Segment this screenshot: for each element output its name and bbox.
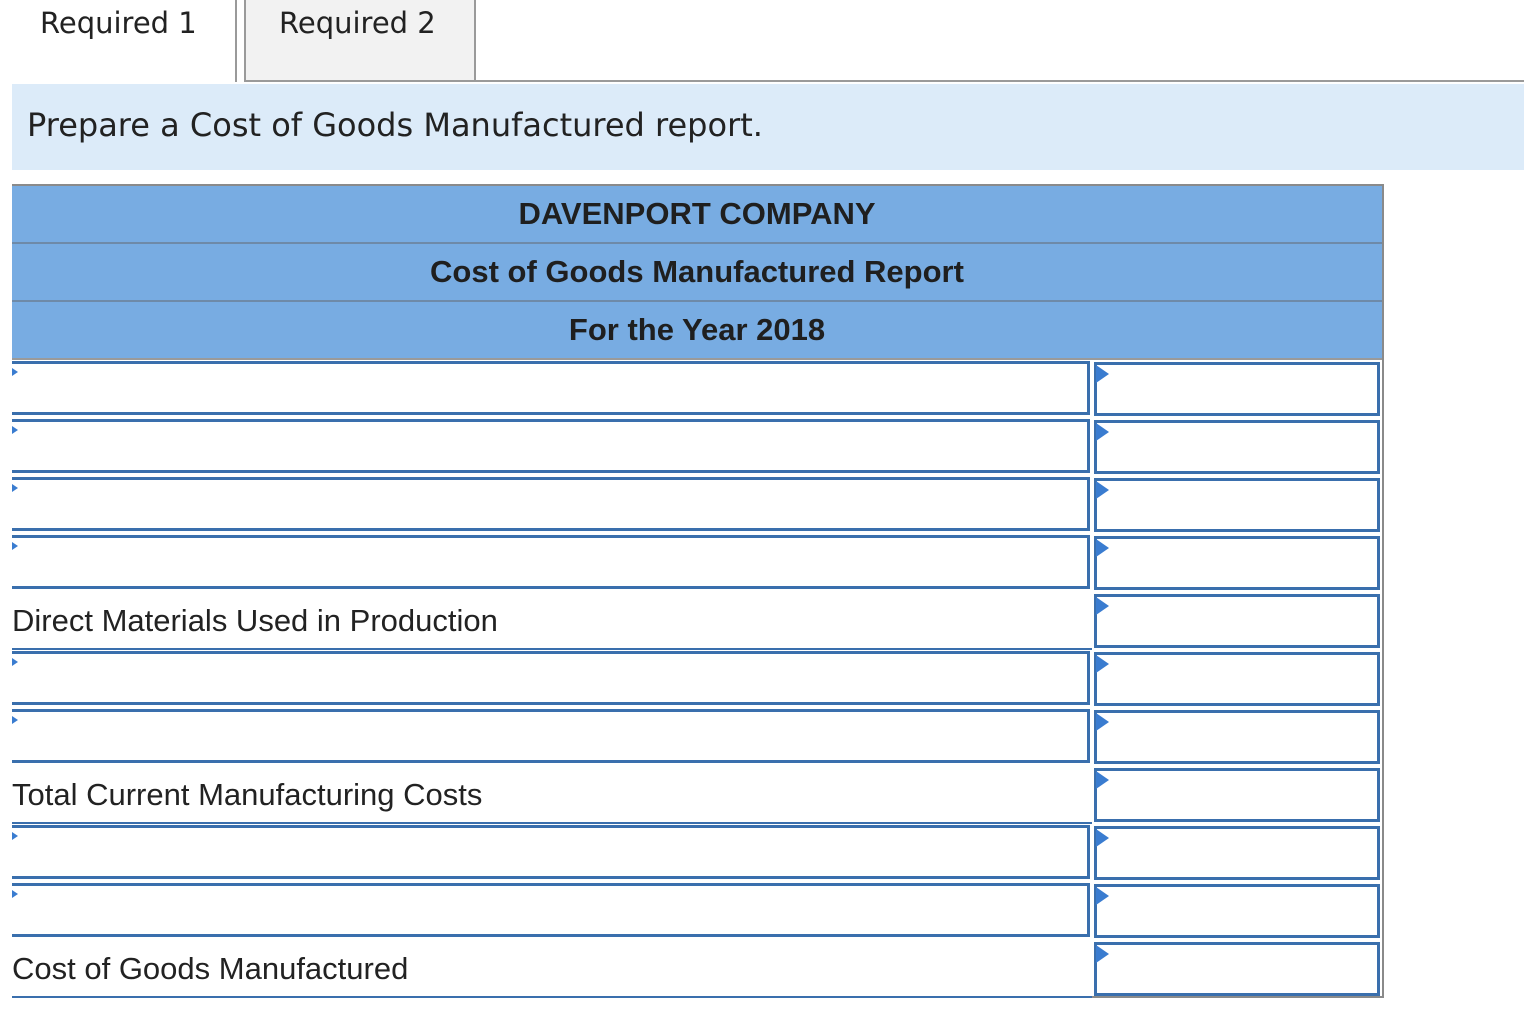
dropdown-marker-icon [12, 484, 18, 492]
report-company-name: DAVENPORT COMPANY [12, 186, 1382, 244]
tab-required-1[interactable]: Required 1 [0, 0, 237, 82]
dropdown-marker-icon [12, 368, 18, 376]
row-label: Direct Materials Used in Production [12, 592, 1092, 650]
report-row: Cost of Goods Manufactured [12, 940, 1382, 998]
cell-marker-icon [1096, 771, 1109, 789]
report-row [12, 824, 1382, 882]
report-row [12, 418, 1382, 476]
amount-input[interactable] [1094, 826, 1380, 880]
amount-input[interactable] [1094, 478, 1380, 532]
report-row [12, 650, 1382, 708]
amount-input[interactable] [1094, 942, 1380, 996]
row-label: Cost of Goods Manufactured [12, 940, 1092, 998]
cell-marker-icon [1096, 423, 1109, 441]
amount-input[interactable] [1094, 420, 1380, 474]
account-dropdown[interactable] [12, 361, 1090, 415]
account-dropdown[interactable] [12, 535, 1090, 589]
report-period: For the Year 2018 [12, 302, 1382, 360]
cell-marker-icon [1096, 539, 1109, 557]
report-row [12, 476, 1382, 534]
dropdown-marker-icon [12, 426, 18, 434]
report-row [12, 360, 1382, 418]
account-dropdown[interactable] [12, 883, 1090, 937]
cell-marker-icon [1096, 713, 1109, 731]
report-title: Cost of Goods Manufactured Report [12, 244, 1382, 302]
amount-input[interactable] [1094, 362, 1380, 416]
dropdown-marker-icon [12, 890, 18, 898]
report-row [12, 882, 1382, 940]
instruction-text: Prepare a Cost of Goods Manufactured rep… [27, 106, 763, 144]
report-table: DAVENPORT COMPANY Cost of Goods Manufact… [12, 184, 1384, 998]
amount-input[interactable] [1094, 652, 1380, 706]
amount-input[interactable] [1094, 884, 1380, 938]
cell-marker-icon [1096, 945, 1109, 963]
cell-marker-icon [1096, 597, 1109, 615]
report-row: Total Current Manufacturing Costs [12, 766, 1382, 824]
amount-input[interactable] [1094, 710, 1380, 764]
amount-input[interactable] [1094, 594, 1380, 648]
tab-required-2[interactable]: Required 2 [244, 0, 476, 82]
account-dropdown[interactable] [12, 825, 1090, 879]
dropdown-marker-icon [12, 832, 18, 840]
report-row [12, 708, 1382, 766]
tab-required-2-label: Required 2 [279, 6, 436, 40]
report-row: Direct Materials Used in Production [12, 592, 1382, 650]
dropdown-marker-icon [12, 542, 18, 550]
dropdown-marker-icon [12, 658, 18, 666]
account-dropdown[interactable] [12, 477, 1090, 531]
cell-marker-icon [1096, 887, 1109, 905]
cell-marker-icon [1096, 829, 1109, 847]
row-label: Total Current Manufacturing Costs [12, 766, 1092, 824]
report-row [12, 534, 1382, 592]
amount-input[interactable] [1094, 768, 1380, 822]
tab-bar: Required 1 Required 2 [0, 0, 1524, 82]
tab-required-1-label: Required 1 [40, 6, 197, 40]
dropdown-marker-icon [12, 716, 18, 724]
account-dropdown[interactable] [12, 419, 1090, 473]
cell-marker-icon [1096, 655, 1109, 673]
cell-marker-icon [1096, 365, 1109, 383]
amount-input[interactable] [1094, 536, 1380, 590]
instruction-panel: Prepare a Cost of Goods Manufactured rep… [12, 84, 1524, 170]
cell-marker-icon [1096, 481, 1109, 499]
tab-divider [476, 80, 1524, 82]
account-dropdown[interactable] [12, 709, 1090, 763]
account-dropdown[interactable] [12, 651, 1090, 705]
